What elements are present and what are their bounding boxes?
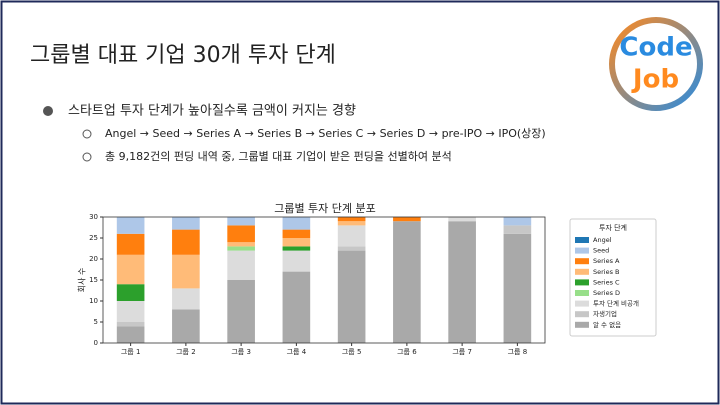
bar-segment [116,233,145,255]
legend-swatch [575,279,589,286]
logo-job: Job [631,65,679,95]
y-axis-label: 회사 수 [78,268,87,293]
bar-segment [116,301,145,322]
sub-bullet-dot [82,129,92,139]
legend-swatch [575,321,589,328]
legend-label: Series C [593,278,620,286]
bar-segment [337,217,366,222]
sub-bullet: 총 9,182건의 펀딩 내역 중, 그룹별 대표 기업이 받은 펀딩을 선별하… [105,149,452,163]
legend-title: 투자 단계 [599,223,627,232]
bar-segment [116,254,145,285]
bullet: 스타트업 투자 단계가 높아질수록 금액이 커지는 경향 [68,104,356,119]
legend-swatch [575,300,589,307]
slide-title: 그룹별 대표 기업 30개 투자 단계 [30,43,336,68]
legend-swatch [575,237,589,243]
x-tick-label: 그룹 3 [231,348,251,356]
sub-bullet-dot [82,152,92,162]
bar-segment [227,242,255,247]
bar-segment [337,250,366,343]
logo-ring [609,17,703,111]
bar-segment [282,271,311,343]
y-tick-label: 15 [89,276,98,284]
bar-segment [172,217,200,230]
bar-segment [282,250,311,272]
bar-segment [227,217,255,226]
legend-label: Series B [593,268,620,276]
legend-label: Angel [593,236,612,244]
bar-segment [282,217,311,230]
y-tick-label: 10 [89,297,98,305]
y-tick-label: 25 [89,234,98,242]
legend-label: 투자 단계 비공개 [593,299,639,308]
y-tick-label: 30 [89,213,98,221]
bar-segment [393,221,421,343]
x-tick-label: 그룹 4 [287,348,307,356]
bar-segment [227,250,255,280]
x-tick-label: 그룹 2 [176,348,196,356]
y-tick-label: 5 [94,318,98,326]
bar-segment [282,238,311,247]
bar-segment [172,288,200,310]
legend-label: 자생기업 [593,309,617,318]
bar-segment [393,217,421,222]
bar-segment [337,246,366,251]
bar-segment [172,254,200,289]
bar-segment [448,221,476,343]
legend-label: 알 수 없음 [593,320,621,329]
x-tick-label: 그룹 5 [342,348,362,356]
bar-segment [227,225,255,243]
bar-segment [116,326,145,343]
legend-swatch [575,290,589,296]
bar-segment [172,309,200,343]
bar-segment [503,233,532,343]
legend-box [569,218,657,337]
y-tick-label: 20 [89,255,98,263]
bar-segment [172,229,200,255]
bar-segment [116,284,145,301]
bar-segment [503,217,532,226]
sub-bullet: Angel → Seed → Series A → Series B → Ser… [105,127,546,140]
legend-swatch [575,311,589,318]
bar-segment [116,217,145,234]
legend-label: Seed [593,247,609,255]
x-tick-label: 그룹 7 [452,348,472,356]
legend-swatch [575,247,589,254]
bar-segment [503,225,532,234]
bar-segment [116,322,145,327]
bar-segment [282,246,311,251]
bar-segment [337,221,366,226]
chart-title: 그룹별 투자 단계 분포 [274,202,376,215]
legend-label: Series D [593,289,620,297]
bar-segment [227,280,255,343]
legend-label: Series A [593,257,620,265]
bar-segment [282,229,311,238]
x-tick-label: 그룹 8 [508,348,528,356]
legend-swatch [575,268,589,275]
logo-code: Code [619,33,692,63]
y-tick-label: 0 [94,339,98,347]
bar-segment [448,217,476,222]
x-tick-label: 그룹 1 [121,348,141,356]
bar-segment [337,225,366,247]
bar-segment [227,246,255,251]
bullet-dot [43,106,53,116]
x-tick-label: 그룹 6 [397,348,417,356]
plot-frame [102,216,546,344]
legend-swatch [575,258,589,265]
